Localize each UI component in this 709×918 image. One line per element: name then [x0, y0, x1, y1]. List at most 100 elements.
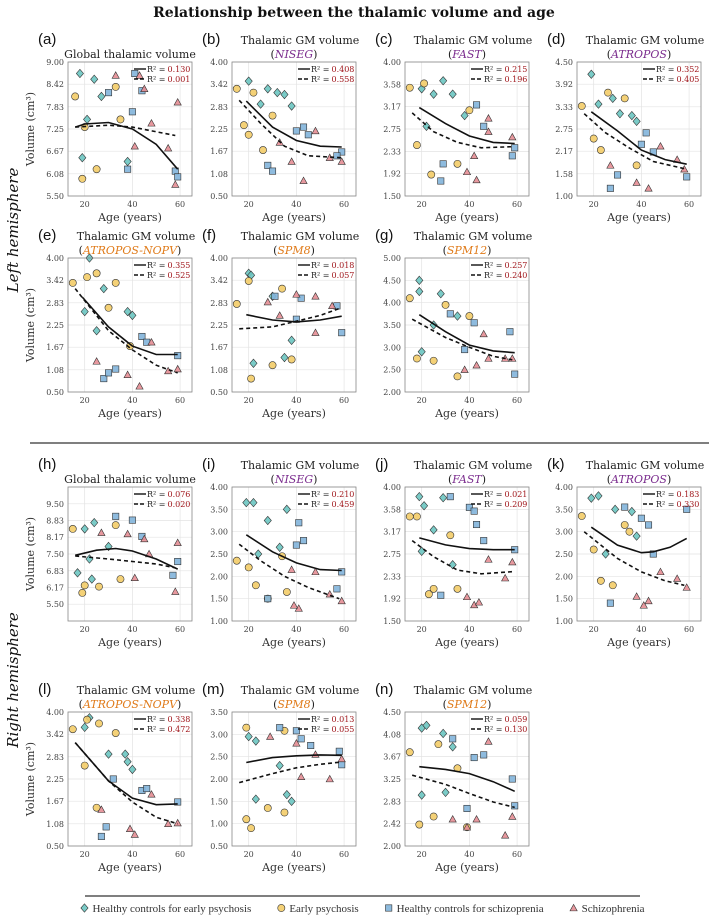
fit-line-solid — [246, 754, 342, 764]
point-hc_sz — [470, 754, 478, 762]
method-name: SPM12 — [447, 698, 487, 711]
point-ep — [104, 303, 113, 312]
r2-value: 0.013 — [331, 715, 354, 724]
y-tick-label: 0.50 — [210, 388, 228, 397]
point-ep — [92, 269, 101, 278]
r2-label: R² = — [311, 271, 329, 280]
point-sz — [299, 176, 308, 184]
point-hc_sz — [128, 108, 136, 116]
point-hc_sz — [131, 69, 139, 77]
point-sz — [147, 119, 156, 127]
r2-legend-entry: R² = 0.020 — [147, 500, 190, 509]
y-tick-label: 6.83 — [46, 567, 64, 576]
panel-method: (SPM12) — [443, 244, 492, 257]
r2-value: 0.057 — [331, 271, 354, 280]
point-sz — [135, 71, 144, 79]
method-name: ATROPOS — [610, 48, 667, 61]
point-hc_ep — [90, 517, 99, 528]
point-hc_sz — [439, 160, 447, 168]
point-hc_sz — [297, 294, 305, 302]
point-ep — [244, 130, 253, 139]
point-ep — [68, 525, 77, 533]
legend: Healthy controls for early psychosis Earl… — [80, 903, 645, 915]
y-tick-label: 2.00 — [555, 572, 573, 581]
y-tick-label: 9.00 — [46, 58, 64, 67]
point-sz — [173, 364, 182, 373]
point-sz — [484, 127, 493, 135]
x-axis-label: Age (years) — [261, 211, 326, 224]
x-tick-label: 20 — [80, 625, 90, 634]
fit-line-dashed — [238, 99, 342, 159]
point-hc_ep — [87, 574, 96, 584]
x-tick-label: 40 — [291, 396, 301, 405]
x-tick-label: 20 — [589, 625, 599, 634]
point-ep — [413, 141, 421, 149]
point-sz — [479, 329, 488, 338]
r2-legend-entry: R² = 0.355 — [147, 261, 190, 270]
point-sz — [337, 754, 346, 763]
y-tick-label: 4.00 — [210, 58, 228, 67]
point-ep — [249, 88, 258, 97]
point-ep — [247, 374, 255, 383]
r2-value: 0.076 — [167, 490, 190, 499]
point-hc_ep — [263, 515, 272, 526]
r2-legend-entry: R² = 0.405 — [656, 75, 699, 84]
r2-value: 0.352 — [676, 65, 699, 74]
panel-label: (g) — [375, 227, 393, 244]
point-sz — [462, 592, 472, 601]
r2-label: R² = — [656, 490, 674, 499]
y-tick-label: 3.42 — [46, 276, 64, 285]
r2-value: 0.210 — [331, 490, 354, 499]
point-sz — [644, 596, 653, 605]
y-tick-label: 0.50 — [46, 388, 64, 397]
point-hc_ep — [439, 728, 448, 739]
point-hc_sz — [338, 568, 346, 576]
point-sz — [484, 737, 493, 745]
panel-title: Thalamic GM volume — [414, 230, 533, 243]
point-sz — [474, 598, 484, 606]
point-hc_ep — [275, 760, 284, 771]
panel-label: (d) — [547, 31, 565, 48]
point-sz — [606, 161, 615, 169]
r2-legend-entry: R² = 0.057 — [311, 271, 354, 280]
x-tick-label: 60 — [512, 200, 522, 209]
point-sz — [484, 354, 493, 362]
y-tick-label: 5.50 — [46, 192, 64, 201]
x-tick-label: 20 — [244, 850, 254, 859]
plot-frame — [231, 61, 357, 197]
point-sz — [289, 601, 299, 609]
y-tick-label: 4.00 — [383, 58, 401, 67]
diamond-icon — [80, 903, 89, 913]
panel-title: Thalamic GM volume — [586, 34, 705, 47]
fit-line-solid — [590, 526, 688, 554]
point-hc_sz — [112, 512, 120, 520]
panel-n: 2.00 2.42 2.83 3.25 3.67 4.08 4.50 20 40 60 R² = 0.… — [375, 681, 532, 874]
x-tick-label: 60 — [175, 200, 185, 209]
x-tick-label: 40 — [464, 625, 474, 634]
panel-title: Thalamic GM volume — [241, 230, 360, 243]
point-ep — [405, 83, 414, 92]
r2-value: 0.001 — [167, 75, 190, 84]
fit-line-solid — [419, 537, 515, 551]
point-sz — [470, 151, 479, 159]
y-tick-label: 2.83 — [46, 753, 64, 762]
point-sz — [656, 142, 665, 150]
point-sz — [135, 382, 144, 390]
point-sz — [508, 132, 517, 141]
point-hc_ep — [123, 306, 132, 317]
r2-legend-entry: R² = 0.076 — [147, 490, 190, 499]
y-tick-label: 5.00 — [383, 254, 401, 263]
point-hc_ep — [415, 275, 424, 285]
point-ep — [95, 582, 103, 591]
r2-label: R² = — [484, 75, 502, 84]
point-ep — [577, 512, 586, 520]
point-sz — [448, 814, 457, 823]
plot-frame — [67, 257, 193, 393]
panel-method: (FAST) — [448, 48, 486, 61]
r2-legend-entry: R² = 0.472 — [147, 725, 190, 734]
r2-value: 0.215 — [504, 65, 527, 74]
x-tick-label: 40 — [291, 850, 301, 859]
legend-item-hc_sz: Healthy controls for schizoprenia — [385, 903, 544, 915]
point-ep — [111, 278, 120, 287]
point-ep — [83, 273, 91, 282]
